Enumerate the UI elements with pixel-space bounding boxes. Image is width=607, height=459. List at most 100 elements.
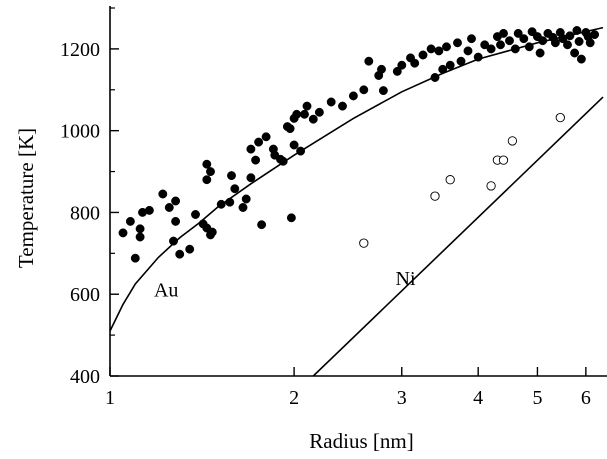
series-au-point: [202, 175, 212, 185]
series-au-point: [364, 56, 374, 66]
series-au-point: [467, 34, 476, 44]
series-au-point: [191, 210, 200, 219]
series-au-point: [246, 144, 256, 154]
x-tick-label: 4: [473, 387, 483, 409]
axes: [109, 6, 607, 377]
series-au-point: [359, 85, 369, 95]
series-au-point: [135, 224, 145, 234]
series-ni-fit-line: [312, 96, 604, 376]
series-au-point: [430, 73, 440, 82]
series-au-point: [227, 171, 236, 181]
series-au-point: [519, 34, 529, 44]
series-au-point: [169, 236, 178, 246]
series-au-point: [538, 36, 548, 46]
series-au-point: [535, 48, 545, 58]
series-au-point: [164, 203, 174, 212]
labels: 400 600 800 1000 1200 1 2 3 4 5 6 Radius [nm] Temper…: [14, 39, 591, 453]
series-au-point: [135, 232, 145, 242]
series-au-point: [378, 86, 388, 96]
series-au-point: [300, 109, 309, 119]
plot-area: [110, 26, 604, 376]
series-au-point: [207, 227, 217, 237]
annotation-au: Au: [154, 279, 178, 301]
series-au-point: [426, 44, 436, 54]
x-tick-label: 6: [581, 387, 591, 409]
series-au-point: [550, 38, 560, 48]
y-tick-label: 600: [70, 284, 100, 306]
series-au-point: [377, 64, 386, 74]
series-au-point: [473, 52, 483, 62]
series-au-point: [202, 159, 212, 169]
series-au-point: [392, 66, 402, 76]
series-ni-point: [507, 136, 518, 146]
x-tick-label: 3: [397, 387, 407, 409]
y-tick-label: 800: [70, 202, 100, 224]
series-au-point: [397, 60, 407, 70]
series-au-point: [225, 197, 235, 207]
series-au-point: [410, 58, 420, 68]
series-au-point: [246, 173, 256, 183]
series-au-point: [445, 60, 455, 70]
series-au-point: [585, 38, 595, 48]
series-au-point: [292, 109, 302, 119]
series-au-point: [216, 199, 226, 209]
series-au-point: [463, 46, 473, 56]
series-au-point: [118, 228, 128, 238]
series-au-point: [565, 31, 575, 41]
series-au-point: [326, 97, 336, 107]
series-au-point: [438, 64, 448, 74]
series-ni-point: [486, 181, 496, 191]
series-au-point: [480, 40, 490, 50]
series-au-point: [314, 107, 324, 117]
series-ni-point: [498, 155, 509, 165]
series-au-point: [590, 30, 600, 40]
series-au-point: [442, 42, 451, 52]
series-ni-point: [445, 175, 455, 185]
y-tick-label: 1200: [60, 39, 100, 61]
series-au-point: [171, 196, 181, 206]
series-au-point: [241, 194, 251, 204]
series-au-point: [185, 244, 195, 254]
series-au-point: [486, 44, 496, 54]
series-au-point: [499, 28, 508, 38]
series-au-fit-line: [110, 26, 604, 332]
series-au-point: [496, 40, 505, 50]
series-au-point: [175, 249, 185, 259]
series-au-point: [130, 253, 140, 263]
series-au-point: [158, 189, 168, 199]
series-au-point: [285, 124, 295, 134]
series-au-point: [261, 132, 271, 142]
plot-contents: [110, 26, 604, 376]
series-au-point: [456, 56, 466, 66]
series-au-point: [418, 50, 428, 60]
x-axis-title: Radius [nm]: [309, 429, 413, 453]
series-au-point: [206, 167, 215, 177]
series-au-point: [338, 101, 347, 111]
series-ni-point: [555, 112, 565, 123]
series-au-point: [251, 155, 261, 165]
series-au-point: [308, 114, 318, 124]
series-au-point: [257, 220, 267, 230]
series-au-point: [510, 44, 520, 54]
series-au-point: [144, 205, 154, 215]
series-au-point: [574, 37, 584, 46]
x-tick-label: 1: [105, 387, 115, 409]
series-ni-point: [359, 238, 369, 248]
series-au-point: [453, 38, 462, 48]
series-au-point: [513, 28, 523, 38]
series-au-point: [125, 216, 135, 226]
series-au-point: [230, 184, 240, 194]
annotation-ni: Ni: [396, 268, 416, 290]
x-tick-label: 2: [289, 387, 299, 409]
series-au-point: [576, 54, 586, 64]
series-au-point: [524, 42, 534, 52]
series-au-point: [254, 137, 264, 147]
y-tick-label: 1000: [60, 121, 100, 143]
series-au-point: [238, 203, 248, 212]
series-au-point: [286, 213, 296, 223]
series-au-point: [348, 91, 358, 101]
series-au-point: [563, 40, 572, 50]
series-au-point: [171, 216, 181, 226]
series-au-point: [572, 26, 582, 35]
